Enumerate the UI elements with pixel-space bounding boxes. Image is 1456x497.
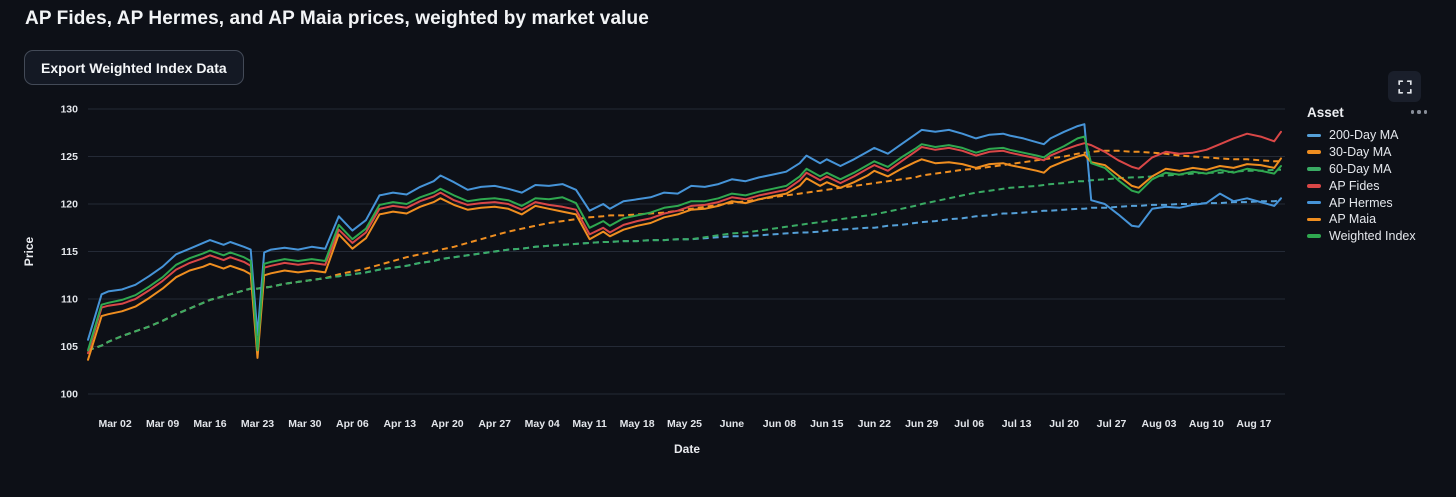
series-color-swatch <box>1307 234 1321 238</box>
svg-text:Apr 13: Apr 13 <box>383 418 416 430</box>
series-color-swatch <box>1307 150 1321 154</box>
series-color-swatch <box>1307 200 1321 205</box>
svg-text:Mar 02: Mar 02 <box>98 418 131 430</box>
svg-text:130: 130 <box>60 104 78 116</box>
svg-text:125: 125 <box>60 151 78 163</box>
chart-legend: Asset 200-Day MA 30-Day MA 60-Day MA AP … <box>1307 103 1427 245</box>
page-title: AP Fides, AP Hermes, and AP Maia prices,… <box>25 8 649 29</box>
series-color-swatch <box>1307 167 1321 171</box>
svg-text:Jul 27: Jul 27 <box>1097 418 1127 430</box>
svg-text:Price: Price <box>22 236 36 266</box>
ellipsis-icon[interactable] <box>1410 108 1427 116</box>
svg-text:May 25: May 25 <box>667 418 702 430</box>
legend-item-ap-fides[interactable]: AP Fides <box>1307 177 1427 194</box>
svg-text:May 04: May 04 <box>525 418 560 430</box>
svg-text:Jul 06: Jul 06 <box>954 418 984 430</box>
svg-text:100: 100 <box>60 389 78 401</box>
legend-title: Asset <box>1307 104 1344 120</box>
series-color-swatch <box>1307 184 1321 188</box>
svg-text:Jun 22: Jun 22 <box>858 418 891 430</box>
svg-text:120: 120 <box>60 199 78 211</box>
legend-item-200-day-ma[interactable]: 200-Day MA <box>1307 127 1427 144</box>
series-color-swatch <box>1307 217 1321 222</box>
svg-text:110: 110 <box>61 294 78 306</box>
svg-text:115: 115 <box>61 246 78 258</box>
svg-text:Apr 20: Apr 20 <box>431 418 464 430</box>
export-weighted-index-button[interactable]: Export Weighted Index Data <box>24 50 244 85</box>
legend-item-60-day-ma[interactable]: 60-Day MA <box>1307 161 1427 178</box>
legend-item-30-day-ma[interactable]: 30-Day MA <box>1307 144 1427 161</box>
svg-text:Mar 23: Mar 23 <box>241 418 274 430</box>
legend-item-ap-maia[interactable]: AP Maia <box>1307 211 1427 228</box>
svg-text:Aug 17: Aug 17 <box>1236 418 1271 430</box>
fullscreen-expand-icon <box>1397 79 1412 94</box>
svg-text:Jun 08: Jun 08 <box>763 418 796 430</box>
svg-text:Mar 09: Mar 09 <box>146 418 179 430</box>
svg-text:Jun 15: Jun 15 <box>810 418 843 430</box>
svg-text:May 11: May 11 <box>572 418 607 430</box>
svg-text:Date: Date <box>674 442 700 456</box>
fullscreen-expand-button[interactable] <box>1388 71 1421 102</box>
svg-text:May 18: May 18 <box>620 418 655 430</box>
svg-text:Jul 13: Jul 13 <box>1002 418 1032 430</box>
svg-text:Apr 06: Apr 06 <box>336 418 369 430</box>
svg-text:June: June <box>720 418 745 430</box>
legend-item-weighted-index[interactable]: Weighted Index <box>1307 228 1427 245</box>
svg-text:Aug 10: Aug 10 <box>1189 418 1224 430</box>
series-color-swatch <box>1307 133 1321 138</box>
svg-text:Mar 16: Mar 16 <box>193 418 226 430</box>
svg-text:Mar 30: Mar 30 <box>288 418 321 430</box>
legend-item-ap-hermes[interactable]: AP Hermes <box>1307 194 1427 211</box>
svg-text:Aug 03: Aug 03 <box>1141 418 1176 430</box>
svg-text:Jun 29: Jun 29 <box>905 418 938 430</box>
svg-text:105: 105 <box>60 341 78 353</box>
svg-text:Jul 20: Jul 20 <box>1049 418 1079 430</box>
svg-text:Apr 27: Apr 27 <box>478 418 511 430</box>
